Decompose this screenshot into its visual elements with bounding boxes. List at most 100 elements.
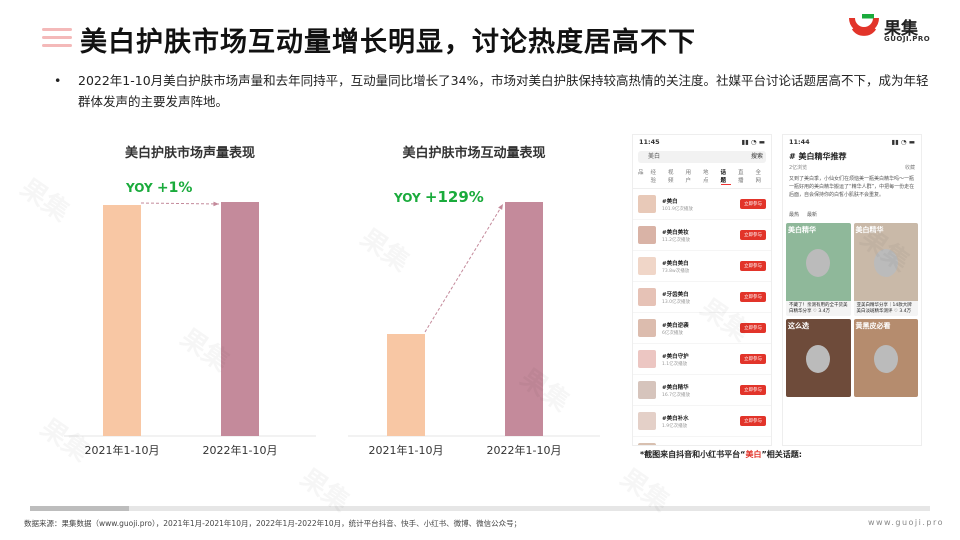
topic-thumbnail	[638, 288, 656, 306]
topic-meta: 73.8w次播放	[662, 268, 690, 274]
xhs-note-grid: 美白精华 不藏了！亲测有用的全干货美白精华分享 ♡ 3.4万 美白精华 亚美白精华分享…	[783, 220, 921, 400]
topic-row[interactable]: #美白逆袭 6亿次播放 立即参与	[633, 313, 771, 344]
note-image: 黄黑皮必看	[853, 319, 918, 397]
blurred-face	[806, 345, 831, 373]
topic-name: #美白美妆	[662, 229, 689, 236]
note-image: 美白精华	[853, 223, 918, 301]
xhs-note-card[interactable]: 这么选	[786, 319, 851, 397]
blurred-face	[873, 249, 898, 277]
search-tab[interactable]: 话题	[720, 168, 732, 185]
topic-row[interactable]: #美白面膜立即参与	[633, 437, 771, 445]
note-image-text: 美白精华	[855, 226, 884, 234]
topic-name: #美白精华	[662, 384, 689, 391]
search-tab[interactable]: 视频	[668, 170, 674, 184]
join-topic-button[interactable]: 立即参与	[740, 292, 766, 302]
brand-logo: 果集 GUOJI.PRO	[848, 14, 940, 48]
topic-meta: 1.1亿次播放	[662, 361, 688, 367]
x-tick-label: 2021年1-10月	[369, 443, 444, 457]
xhs-note-card[interactable]: 美白精华亚美白精华分享｜14款大牌美白淡斑精华测评 ♡ 3.4万	[853, 223, 918, 316]
join-topic-button[interactable]: 立即参与	[740, 230, 766, 240]
join-topic-button[interactable]: 立即参与	[740, 416, 766, 426]
topic-list: #美白 101.9亿次播放 立即参与 #美白美妆 11.2亿次播放 立即参与 #美白美白 73…	[633, 189, 771, 445]
xhs-note-card[interactable]: 黄黑皮必看	[853, 319, 918, 397]
topic-name: #美白补水	[662, 415, 689, 422]
bar-0	[103, 205, 141, 436]
chart-title: 美白护肤市场互动量表现	[402, 146, 546, 161]
signal-icon: ▮▮ ◔ ▬	[741, 138, 766, 146]
note-image: 这么选	[786, 319, 851, 397]
topic-meta: 16.7亿次播放	[662, 392, 691, 398]
topic-thumbnail	[638, 350, 656, 368]
search-tab[interactable]: 用户	[685, 170, 692, 184]
topic-row[interactable]: #美白美白 73.8w次播放 立即参与	[633, 251, 771, 282]
join-topic-button[interactable]: 立即参与	[740, 354, 766, 364]
page-title: 美白护肤市场互动量增长明显，讨论热度居高不下	[80, 27, 696, 58]
xhs-collect: 收藏	[904, 165, 915, 171]
note-caption: 不藏了！亲测有用的全干货美白精华分享 ♡ 3.4万	[789, 303, 848, 314]
xhs-tab[interactable]: 最新	[807, 212, 818, 218]
join-topic-button[interactable]: 立即参与	[740, 199, 766, 209]
xhs-tab[interactable]: 最热	[789, 212, 800, 218]
topic-row[interactable]: #牙齿美白 13.0亿次播放 立即参与	[633, 282, 771, 313]
yoy-label: YOY +1%	[125, 180, 192, 196]
topic-name: #美白美白	[662, 260, 689, 267]
topic-thumbnail	[638, 195, 656, 213]
caption-keyword: 美白	[745, 450, 762, 459]
chart-volume-svg: 2021年1-10月 2022年1-10月 YOY +1%	[64, 180, 316, 457]
x-tick-label: 2022年1-10月	[487, 443, 562, 457]
note-caption: 亚美白精华分享｜14款大牌美白淡斑精华测评 ♡ 3.4万	[856, 303, 912, 314]
xhs-screenshot: 11:44 ▮▮ ◔ ▬ # 美白精华推荐 2亿浏览 收藏 又到了美白季，小仙女们…	[782, 134, 922, 446]
xhs-description: 又到了美白季，小仙女们在烦恼美一瓶美白精华吗～一瓶一瓶好用的美白精华搬运了“精华…	[789, 176, 915, 198]
title-decoration	[42, 28, 72, 52]
status-time: 11:44	[789, 138, 810, 146]
search-tab[interactable]: 品	[638, 170, 644, 176]
search-tab[interactable]: 地点	[703, 170, 709, 184]
bar-1	[221, 202, 259, 436]
join-topic-button[interactable]: 立即参与	[740, 261, 766, 271]
note-image: 美白精华	[786, 223, 851, 301]
xhs-topic-meta: 2亿浏览 收藏	[783, 164, 921, 171]
xhs-note-card[interactable]: 美白精华不藏了！亲测有用的全干货美白精华分享 ♡ 3.4万	[786, 223, 851, 316]
join-topic-button[interactable]: 立即参与	[740, 385, 766, 395]
logo-icon	[849, 14, 879, 36]
chart-title: 美白护肤市场声量表现	[124, 146, 255, 161]
topic-thumbnail	[638, 319, 656, 337]
topic-thumbnail	[638, 381, 656, 399]
slide-progress-bar	[30, 506, 930, 511]
x-tick-label: 2021年1-10月	[85, 443, 160, 457]
status-bar: 11:44 ▮▮ ◔ ▬	[783, 135, 921, 149]
topic-row[interactable]: #美白守护 1.1亿次播放 立即参与	[633, 344, 771, 375]
caption-prefix: *截图来自抖音和小红书平台“	[640, 450, 746, 459]
logo-sub: GUOJI.PRO	[884, 35, 931, 43]
search-tab[interactable]: 经验	[650, 170, 657, 184]
search-tab[interactable]: 全网	[755, 170, 762, 184]
topic-name: #美白	[662, 198, 678, 205]
topic-row[interactable]: #美白 101.9亿次播放 立即参与	[633, 189, 771, 220]
join-topic-button[interactable]: 立即参与	[740, 323, 766, 333]
growth-arrow-head	[498, 204, 503, 210]
bar-0	[387, 334, 425, 436]
blurred-face	[806, 249, 831, 277]
topic-thumbnail	[638, 226, 656, 244]
xhs-views: 2亿浏览	[789, 165, 808, 171]
topic-meta: 1.9亿次播放	[662, 423, 688, 429]
status-bar: 11:45 ▮▮ ◔ ▬	[633, 135, 771, 149]
note-image-text: 美白精华	[788, 226, 816, 234]
search-bar: 美白 搜索	[638, 151, 766, 163]
topic-row[interactable]: #美白精华 16.7亿次播放 立即参与	[633, 375, 771, 406]
topic-thumbnail	[638, 443, 656, 445]
bullet-marker: •	[54, 73, 62, 88]
search-button: 搜索	[750, 153, 763, 160]
yoy-label: YOY +129%	[393, 188, 484, 206]
note-image-text: 黄黑皮必看	[855, 322, 891, 330]
progress-fill	[30, 506, 129, 511]
chart-interaction-svg: 2021年1-10月 2022年1-10月 YOY +129%	[348, 188, 600, 457]
search-tab[interactable]: 直播	[738, 170, 744, 184]
search-tabs: 品经验 视频 用户 地点 话题 直播 全网	[633, 165, 771, 189]
topic-name: #美白守护	[662, 353, 689, 360]
status-time: 11:45	[639, 138, 660, 146]
topic-thumbnail	[638, 412, 656, 430]
topic-row[interactable]: #美白补水 1.9亿次播放 立即参与	[633, 406, 771, 437]
search-text: 美白	[648, 153, 661, 160]
topic-row[interactable]: #美白美妆 11.2亿次播放 立即参与	[633, 220, 771, 251]
